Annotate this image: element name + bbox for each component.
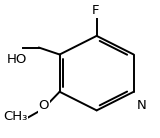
Text: HO: HO [7,53,27,66]
Text: N: N [137,99,147,112]
Text: O: O [38,99,49,112]
Text: F: F [92,4,100,17]
Text: CH₃: CH₃ [3,110,27,123]
